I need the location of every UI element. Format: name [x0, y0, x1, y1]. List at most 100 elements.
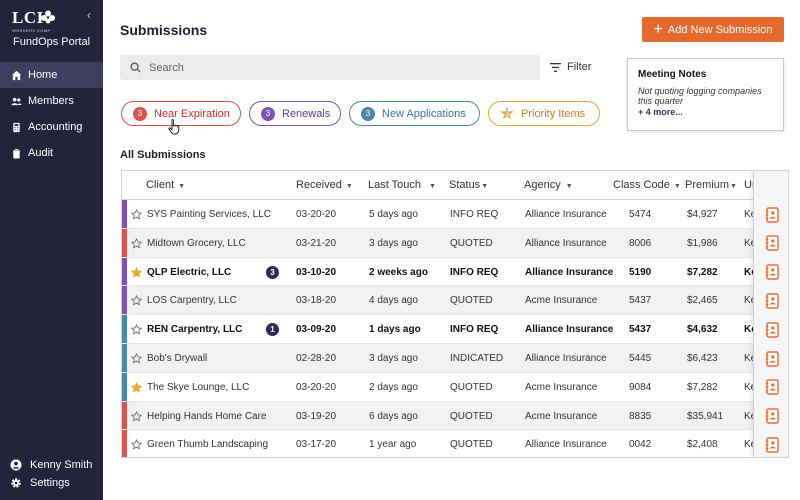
- row-status-bar: [122, 286, 127, 315]
- contact-card-icon[interactable]: [765, 264, 779, 280]
- cell-client: REN Carpentry, LLC: [147, 324, 243, 336]
- column-header-client[interactable]: Client ▼: [146, 179, 185, 191]
- add-new-submission-button[interactable]: + Add New Submission: [642, 17, 784, 42]
- star-outline-icon[interactable]: [131, 209, 142, 220]
- chip-label: Renewals: [282, 107, 331, 120]
- accounting-icon: [10, 121, 22, 133]
- column-header-agency[interactable]: Agency ▼: [524, 179, 573, 191]
- star-outline-icon[interactable]: [131, 238, 142, 249]
- table-row[interactable]: SYS Painting Services, LLC 03-20-20 5 days…: [122, 200, 788, 229]
- row-status-bar: [122, 257, 127, 286]
- sidebar-item-home[interactable]: Home: [0, 62, 103, 88]
- contact-card-icon[interactable]: [765, 293, 779, 309]
- cell-underwriter: Ke: [744, 410, 757, 422]
- cell-premium: $2,465: [687, 295, 718, 307]
- contact-card-icon[interactable]: [765, 235, 779, 251]
- table-row[interactable]: REN Carpentry, LLC 1 03-09-20 1 days ago INF…: [122, 315, 788, 344]
- cell-received: 03-21-20: [296, 237, 337, 249]
- sidebar-item-accounting[interactable]: Accounting: [0, 114, 103, 140]
- table-row[interactable]: LOS Carpentry, LLC 03-18-20 4 days ago QUOT…: [122, 286, 788, 316]
- sidebar-item-audit[interactable]: Audit: [0, 140, 103, 166]
- cell-underwriter: Ke: [744, 295, 757, 307]
- cell-last-touch: 1 year ago: [369, 439, 417, 451]
- notes-body: Not quoting logging companies this quart…: [638, 86, 762, 106]
- cell-last-touch: 3 days ago: [369, 352, 418, 364]
- user-profile[interactable]: Kenny Smith: [10, 456, 92, 474]
- contact-card-icon[interactable]: [765, 350, 779, 367]
- contact-card-icon[interactable]: [765, 437, 779, 453]
- table-row[interactable]: Midtown Grocery, LLC 03-21-20 3 days ago QU…: [122, 228, 788, 258]
- row-status-bar: [122, 343, 127, 372]
- table-body: SYS Painting Services, LLC 03-20-20 5 days…: [122, 200, 788, 457]
- notification-count-badge: 3: [266, 265, 279, 279]
- clover-logo-icon: [41, 10, 55, 24]
- filter-button[interactable]: Filter: [550, 61, 591, 73]
- cell-agency: Alliance Insurance: [525, 324, 614, 336]
- chip-priority-items[interactable]: 3 Priority Items: [488, 101, 600, 126]
- star-outline-icon[interactable]: [131, 410, 142, 422]
- cell-status: INDICATED: [450, 352, 504, 364]
- table-row[interactable]: QLP Electric, LLC 3 03-10-20 2 weeks ago INF…: [122, 257, 788, 287]
- chip-count-badge: 3: [261, 106, 275, 121]
- user-area: Kenny Smith Settings: [10, 456, 92, 492]
- table-row[interactable]: Green Thumb Landscaping 03-17-20 1 year ag…: [122, 430, 788, 457]
- contact-card-icon[interactable]: [765, 408, 779, 424]
- search-input[interactable]: [149, 61, 529, 74]
- cell-last-touch: 6 days ago: [369, 410, 418, 422]
- settings-link[interactable]: Settings: [10, 474, 92, 492]
- chip-label: Near Expiration: [154, 107, 230, 120]
- contact-card-icon[interactable]: [765, 321, 779, 338]
- star-outline-icon[interactable]: [131, 324, 142, 335]
- cell-received: 03-18-20: [296, 295, 337, 307]
- cell-premium: $4,632: [687, 324, 718, 336]
- chip-renewals[interactable]: 3 Renewals: [249, 101, 341, 126]
- audit-icon: [10, 147, 22, 159]
- cell-client: Bob's Drywall: [147, 352, 208, 364]
- column-header-status[interactable]: Status▼: [449, 179, 488, 191]
- chip-label: New Applications: [382, 107, 466, 120]
- column-label: Client: [146, 179, 175, 191]
- column-header-last-touch[interactable]: Last Touch ▼: [368, 179, 436, 191]
- table-row[interactable]: The Skye Lounge, LLC 03-20-20 2 days ago QU…: [122, 372, 788, 402]
- column-label: Premium: [685, 179, 730, 191]
- sidebar-item-label: Audit: [28, 147, 54, 159]
- members-icon: [10, 95, 22, 107]
- collapse-sidebar-icon[interactable]: ‹: [87, 8, 91, 22]
- contact-card-icon[interactable]: [765, 379, 779, 395]
- column-header-received[interactable]: Received ▼: [296, 179, 353, 191]
- cell-premium: $7,282: [687, 381, 718, 393]
- plus-icon: +: [653, 20, 663, 38]
- table-row[interactable]: Helping Hands Home Care 03-19-20 6 days ag…: [122, 401, 788, 431]
- page-title: Submissions: [120, 22, 208, 38]
- cell-status: QUOTED: [450, 381, 493, 393]
- column-header-class-code[interactable]: Class Code ▼: [613, 179, 681, 191]
- star-filled-icon[interactable]: [131, 382, 142, 393]
- cell-premium: $2,408: [687, 439, 718, 451]
- contact-card-icon[interactable]: [765, 206, 779, 223]
- search-bar: [120, 55, 540, 80]
- column-label: Received: [296, 179, 342, 191]
- column-header-premium[interactable]: Premium▼: [685, 179, 737, 191]
- cell-client: SYS Painting Services, LLC: [147, 209, 271, 220]
- cell-last-touch: 3 days ago: [369, 237, 418, 249]
- star-outline-icon[interactable]: [131, 439, 142, 450]
- cell-agency: Alliance Insurance: [525, 439, 607, 451]
- sidebar-item-members[interactable]: Members: [0, 88, 103, 114]
- star-outline-icon[interactable]: [131, 353, 142, 364]
- star-outline-icon[interactable]: [131, 295, 142, 306]
- cell-premium: $6,423: [687, 352, 718, 364]
- star-filled-icon[interactable]: [131, 266, 142, 278]
- row-status-bar: [122, 430, 127, 457]
- cell-premium: $4,927: [687, 209, 718, 220]
- notes-more-link[interactable]: + 4 more...: [638, 107, 683, 117]
- table-row[interactable]: Bob's Drywall 02-28-20 3 days ago INDICATED…: [122, 343, 788, 373]
- chip-new-applications[interactable]: 3 New Applications: [349, 101, 480, 126]
- cell-underwriter: Ke: [744, 266, 757, 278]
- cell-agency: Alliance Insurance: [525, 352, 607, 364]
- cell-received: 03-20-20: [296, 209, 337, 220]
- sort-caret-icon: ▼: [345, 183, 353, 190]
- chip-near-expiration[interactable]: 3 Near Expiration: [121, 101, 241, 126]
- cell-status: QUOTED: [450, 237, 493, 249]
- cell-received: 03-10-20: [296, 266, 337, 278]
